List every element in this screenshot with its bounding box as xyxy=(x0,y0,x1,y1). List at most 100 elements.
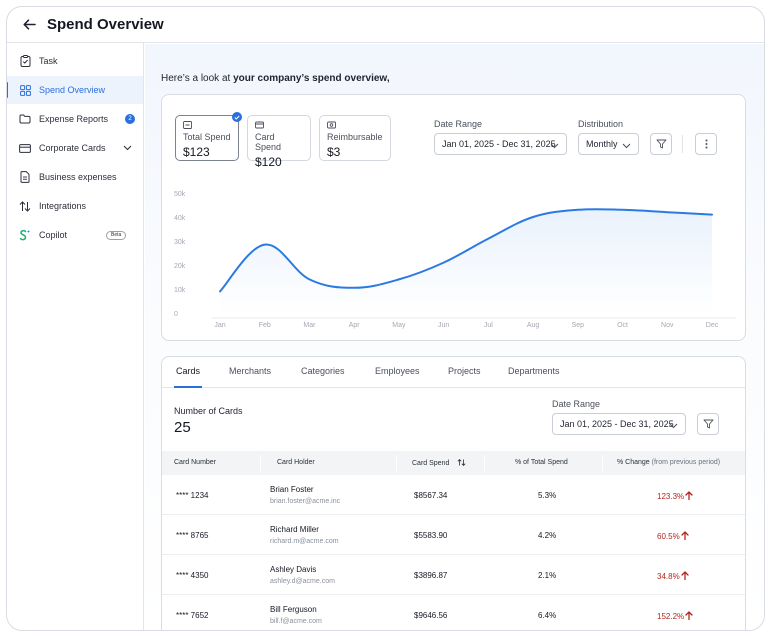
tab-departments[interactable]: Departments xyxy=(508,366,560,376)
stat-card-spend[interactable]: Card Spend $120 xyxy=(247,115,311,169)
card-number: **** 8765 xyxy=(176,531,209,540)
col-card-spend-label: Card Spend xyxy=(412,460,450,467)
pct-of-total: 4.2% xyxy=(538,531,557,540)
intro-bold: your company’s spend overview, xyxy=(233,73,390,84)
cards-date-range-select[interactable]: Jan 01, 2025 - Dec 31, 2025 xyxy=(552,413,686,435)
sidebar-item-label: Copilot xyxy=(39,230,68,240)
pct-change: 60.5% xyxy=(657,531,689,541)
spend-line-chart: 0 10k 20k 30k 40k 50k Jan Feb Mar Apr May Jun Jul Au… xyxy=(174,191,736,329)
chevron-down-icon xyxy=(550,141,559,151)
stat-value: $3 xyxy=(327,145,341,159)
stat-value: $123 xyxy=(183,145,210,159)
sidebar-item-integrations[interactable]: Integrations xyxy=(7,192,143,220)
tab-projects[interactable]: Projects xyxy=(448,366,481,376)
table-row[interactable]: **** 4350 Ashley Davis ashley.d@acme.com $3… xyxy=(162,555,745,595)
copilot-sparkle-icon xyxy=(19,229,31,241)
x-tick-label: Sep xyxy=(572,322,585,329)
more-options-button[interactable] xyxy=(695,133,717,155)
sidebar-item-business-expenses[interactable]: Business expenses xyxy=(7,163,143,191)
stat-total-spend[interactable]: Total Spend $123 xyxy=(175,112,242,161)
pct-of-total: 5.3% xyxy=(538,491,557,500)
spend-chart-card: Total Spend $123 Card Spend $120 Reimbur… xyxy=(161,94,746,341)
sidebar-item-label: Expense Reports xyxy=(39,114,109,124)
credit-card-icon xyxy=(19,142,31,154)
intro-text: Here’s a look at your company’s spend ov… xyxy=(161,73,390,84)
pct-change-value: 34.8% xyxy=(657,572,680,581)
chevron-down-icon[interactable] xyxy=(123,143,132,153)
tab-merchants[interactable]: Merchants xyxy=(229,366,272,376)
card-number: **** 1234 xyxy=(176,491,209,500)
cards-filter-button[interactable] xyxy=(697,413,719,435)
table-row[interactable]: **** 1234 Brian Foster brian.foster@acme.i… xyxy=(162,475,745,515)
x-tick-label: Feb xyxy=(259,322,271,329)
y-tick-label: 50k xyxy=(174,191,186,198)
tab-cards[interactable]: Cards xyxy=(176,366,201,376)
holder-email: brian.foster@acme.inc xyxy=(270,498,341,505)
document-icon xyxy=(19,171,31,183)
stat-reimbursable[interactable]: Reimbursable $3 xyxy=(319,115,391,161)
app-window: Spend Overview Task Spend Overview Expen… xyxy=(6,6,765,631)
divider xyxy=(682,135,683,153)
beta-badge: Beta xyxy=(106,230,127,240)
pct-change: 152.2% xyxy=(657,611,693,621)
arrow-up-icon xyxy=(681,571,689,580)
grid-icon xyxy=(19,84,31,96)
distribution-select[interactable]: Monthly xyxy=(578,133,639,155)
sidebar-item-expense-reports[interactable]: Expense Reports 2 xyxy=(7,105,143,133)
holder-email: richard.m@acme.com xyxy=(270,538,339,545)
x-tick-label: Dec xyxy=(706,322,719,329)
table-header: Card Number Card Holder Card Spend % of … xyxy=(162,451,745,475)
date-range-value: Jan 01, 2025 - Dec 31, 2025 xyxy=(442,139,556,149)
arrow-up-icon xyxy=(681,531,689,540)
filter-button[interactable] xyxy=(650,133,672,155)
card-count-label: Number of Cards xyxy=(174,406,243,416)
stat-label: Card Spend xyxy=(255,132,282,152)
pct-change: 123.3% xyxy=(657,491,693,501)
col-card-number[interactable]: Card Number xyxy=(174,459,217,466)
series-area xyxy=(220,209,712,313)
col-card-spend[interactable]: Card Spend xyxy=(412,459,466,467)
sidebar-item-label: Spend Overview xyxy=(39,85,106,95)
sidebar-item-corporate-cards[interactable]: Corporate Cards xyxy=(7,134,143,162)
sidebar-item-task[interactable]: Task xyxy=(7,47,143,75)
distribution-value: Monthly xyxy=(586,139,618,149)
col-pct-total[interactable]: % of Total Spend xyxy=(515,459,568,466)
card-spend: $5583.90 xyxy=(414,531,448,540)
col-pct-change[interactable]: % Change (from previous period) xyxy=(617,459,720,466)
back-arrow-icon[interactable] xyxy=(21,17,37,33)
sidebar-item-copilot[interactable]: Copilot Beta xyxy=(7,221,143,249)
holder-name: Richard Miller xyxy=(270,525,319,534)
chevron-down-icon xyxy=(622,141,631,151)
col-divider xyxy=(396,455,397,471)
table-row[interactable]: **** 7652 Bill Ferguson bill.f@acme.com $96… xyxy=(162,595,745,630)
holder-name: Brian Foster xyxy=(270,485,314,494)
tab-categories[interactable]: Categories xyxy=(301,366,345,376)
stat-value: $120 xyxy=(255,155,282,169)
col-pct-change-label: % Change xyxy=(617,459,650,466)
stat-label: Total Spend xyxy=(183,132,231,142)
x-tick-label: Oct xyxy=(617,322,628,329)
pct-of-total: 2.1% xyxy=(538,571,557,580)
pct-change-value: 152.2% xyxy=(657,612,685,621)
card-spend: $9646.56 xyxy=(414,611,448,620)
col-card-holder[interactable]: Card Holder xyxy=(277,459,315,466)
sidebar-item-spend-overview[interactable]: Spend Overview xyxy=(7,76,143,104)
sidebar-item-label: Task xyxy=(39,56,58,66)
filter-icon xyxy=(703,419,713,429)
x-tick-label: Jul xyxy=(484,322,493,329)
intro-prefix: Here’s a look at xyxy=(161,73,234,84)
tab-employees[interactable]: Employees xyxy=(375,366,420,376)
card-number: **** 7652 xyxy=(176,611,209,620)
table-row[interactable]: **** 8765 Richard Miller richard.m@acme.co… xyxy=(162,515,745,555)
cash-icon xyxy=(327,121,336,129)
date-range-select[interactable]: Jan 01, 2025 - Dec 31, 2025 xyxy=(434,133,567,155)
card-spend: $8567.34 xyxy=(414,491,448,500)
count-badge: 2 xyxy=(125,114,135,124)
holder-name: Ashley Davis xyxy=(270,565,317,574)
x-tick-label: May xyxy=(392,322,406,329)
x-tick-label: Apr xyxy=(349,322,361,329)
x-tick-label: Jun xyxy=(438,322,449,329)
sort-icon[interactable] xyxy=(457,459,466,466)
clipboard-check-icon xyxy=(19,55,31,67)
date-range-label: Date Range xyxy=(434,119,483,129)
